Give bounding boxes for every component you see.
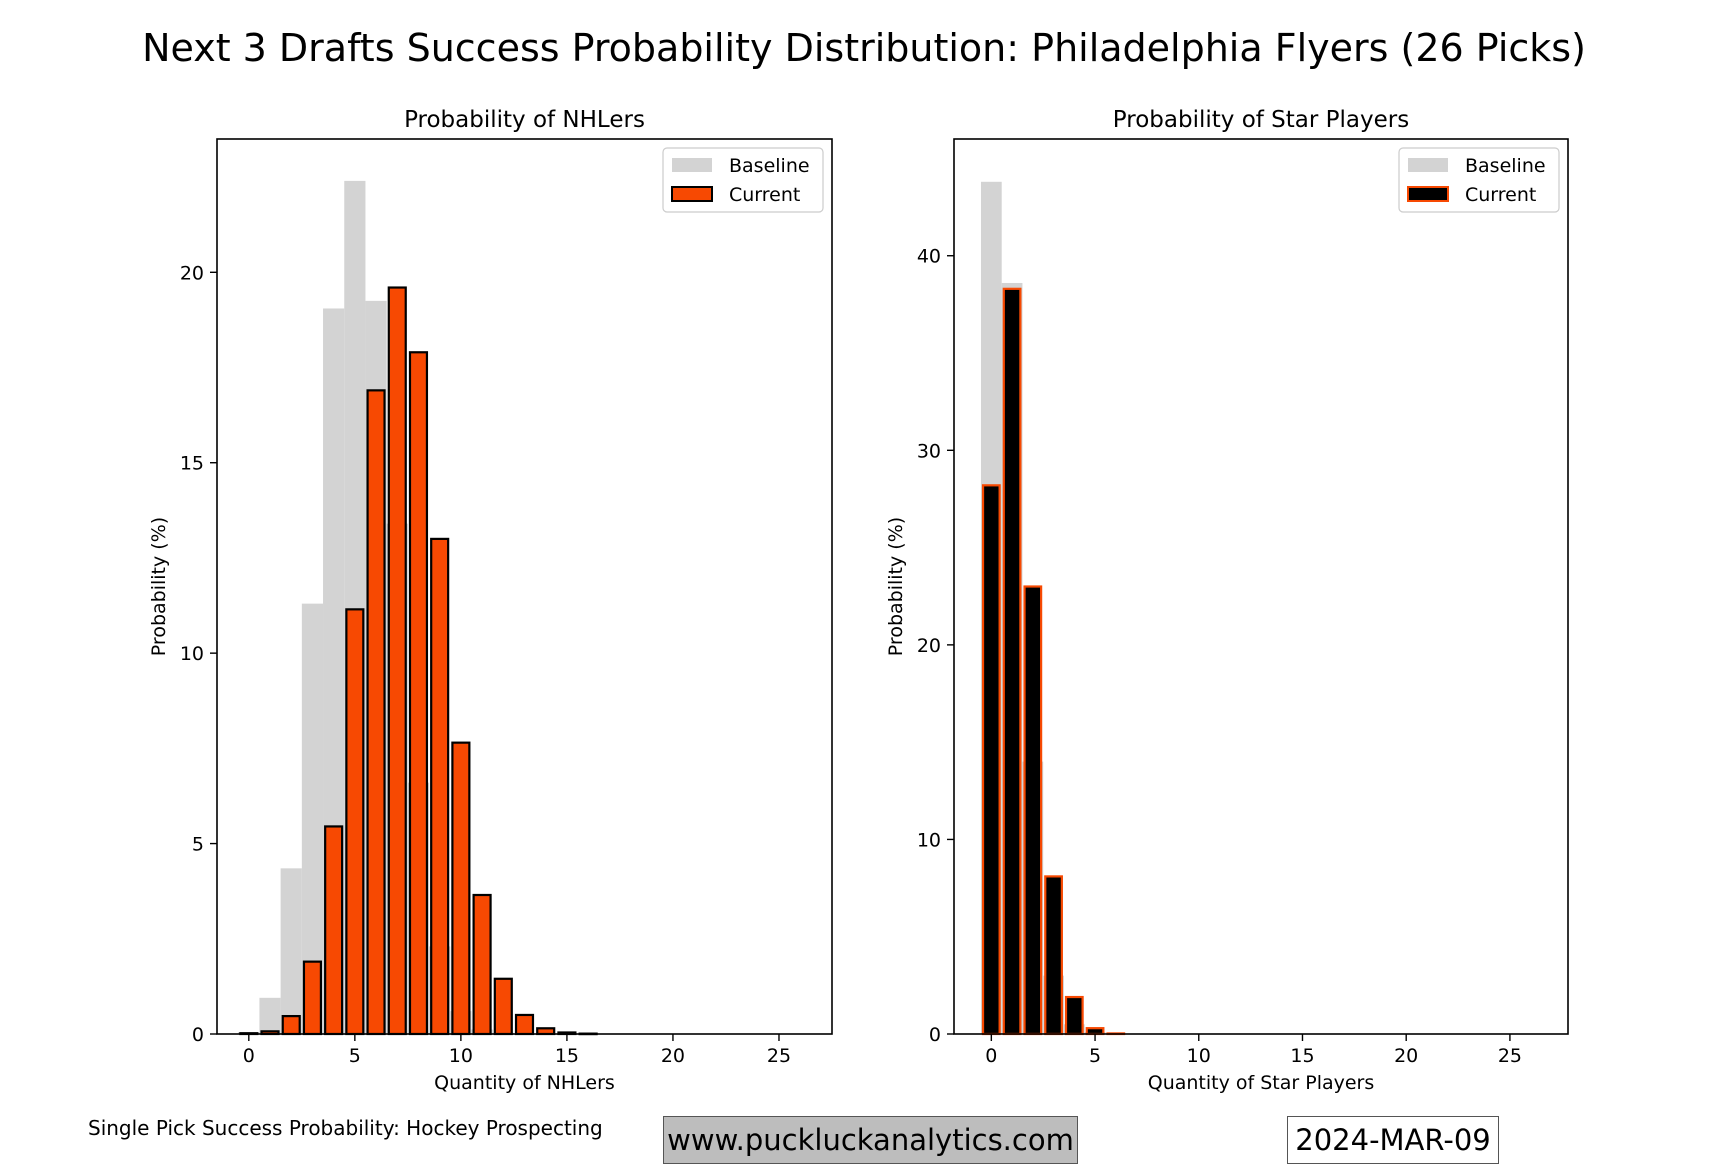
current-bar xyxy=(1023,585,1043,1036)
current-bar xyxy=(981,484,1001,1036)
y-tick-label: 40 xyxy=(917,246,941,268)
current-bar xyxy=(408,351,429,1036)
current-bar xyxy=(345,608,365,1036)
x-tick-label: 25 xyxy=(1498,1045,1522,1067)
x-tick-label: 20 xyxy=(1394,1045,1418,1067)
x-axis-label: Quantity of NHLers xyxy=(434,1072,615,1094)
current-bar xyxy=(281,1014,301,1036)
current-bar xyxy=(514,1013,535,1036)
y-tick-label: 5 xyxy=(192,834,204,856)
legend-label-baseline: Baseline xyxy=(1465,155,1546,177)
x-tick-label: 15 xyxy=(555,1045,579,1067)
axes-frame xyxy=(953,138,1569,1035)
y-tick-label: 15 xyxy=(180,453,204,475)
x-tick-label: 5 xyxy=(349,1045,361,1067)
website-label: www.puckluckanalytics.com xyxy=(663,1116,1078,1164)
y-axis-label: Probability (%) xyxy=(885,517,907,656)
legend-swatch-baseline xyxy=(672,158,712,172)
current-bar xyxy=(1002,287,1022,1036)
current-bar xyxy=(493,977,513,1036)
legend-swatch-baseline xyxy=(1408,158,1448,172)
y-tick-label: 20 xyxy=(917,635,941,657)
subplot-1: 0 5 10 15 20 25 0 5 10 15 20 Probability of NHLers Q… xyxy=(148,107,833,1094)
subplot-title: Probability of Star Players xyxy=(1113,107,1409,133)
date-label: 2024-MAR-09 xyxy=(1287,1116,1499,1164)
x-tick-label: 10 xyxy=(1187,1045,1211,1067)
current-bar xyxy=(472,893,492,1036)
baseline-bar xyxy=(301,603,324,1034)
current-bar xyxy=(1064,995,1084,1036)
x-tick-label: 25 xyxy=(767,1045,791,1067)
subplot-title: Probability of NHLers xyxy=(404,107,645,133)
current-bar xyxy=(430,537,450,1036)
y-tick-label: 0 xyxy=(192,1024,204,1046)
x-axis-label: Quantity of Star Players xyxy=(1148,1072,1375,1094)
subplot-2: 0 5 10 15 20 25 0 10 20 30 40 Probability of Star P… xyxy=(885,107,1569,1094)
baseline-bar xyxy=(280,868,302,1034)
current-bar xyxy=(536,1027,556,1036)
legend-swatch-current xyxy=(671,186,713,202)
legend-label-current: Current xyxy=(1465,184,1536,206)
x-tick-label: 5 xyxy=(1089,1045,1101,1067)
y-tick-label: 30 xyxy=(917,440,941,462)
x-tick-label: 0 xyxy=(985,1045,997,1067)
current-bar xyxy=(302,960,323,1036)
baseline-bar xyxy=(259,997,281,1034)
x-tick-label: 20 xyxy=(661,1045,685,1067)
legend: Baseline Current xyxy=(662,147,824,213)
legend-label-current: Current xyxy=(729,184,800,206)
legend-label-baseline: Baseline xyxy=(729,155,810,177)
current-bar xyxy=(324,825,344,1036)
axes-frame xyxy=(216,138,833,1035)
x-tick-label: 10 xyxy=(449,1045,473,1067)
legend-swatch-current xyxy=(1407,186,1449,202)
figure-title: Next 3 Drafts Success Probability Distri… xyxy=(142,26,1586,70)
y-tick-label: 10 xyxy=(180,643,204,665)
current-bar xyxy=(387,286,407,1036)
current-bar xyxy=(451,741,471,1036)
source-note: Single Pick Success Probability: Hockey … xyxy=(88,1116,603,1140)
y-tick-label: 20 xyxy=(180,262,204,284)
x-tick-label: 0 xyxy=(243,1045,255,1067)
x-tick-label: 15 xyxy=(1290,1045,1314,1067)
legend: Baseline Current xyxy=(1398,147,1560,213)
current-bar xyxy=(1044,875,1063,1036)
current-bar xyxy=(1085,1027,1105,1036)
y-tick-label: 10 xyxy=(917,829,941,851)
y-tick-label: 0 xyxy=(929,1024,941,1046)
y-axis-label: Probability (%) xyxy=(148,517,170,656)
current-bar xyxy=(366,389,386,1036)
